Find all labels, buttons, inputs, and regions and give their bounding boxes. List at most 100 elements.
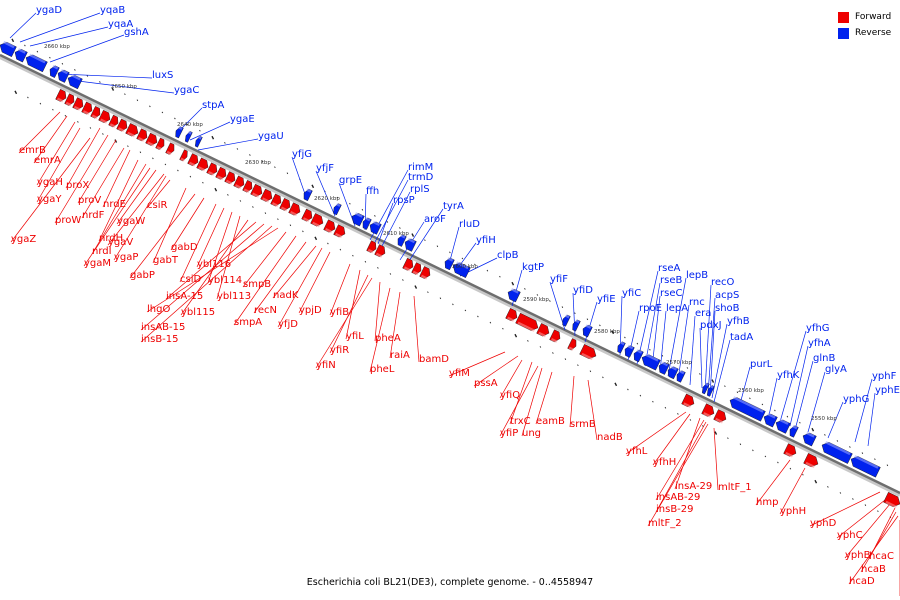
label-lhgO: lhgO (147, 304, 170, 315)
tick-mark-bottom (77, 121, 79, 123)
gene-arrow-highlight (367, 248, 374, 254)
reverse-gene-arrow (67, 74, 83, 90)
tick-mark-bottom (514, 333, 518, 338)
label-ybl114: ybl114 (208, 275, 242, 286)
leader-line (689, 315, 696, 386)
leader-line (711, 323, 728, 399)
reverse-gene-arrow (25, 53, 48, 73)
leader-line (549, 281, 566, 331)
tick-mark-top (49, 56, 51, 59)
tick-mark-top (886, 464, 889, 467)
tick-mark-top (599, 324, 601, 327)
forward-gene-arrow (72, 97, 84, 111)
tick-mark-top (736, 391, 739, 394)
backbone-shadow (0, 55, 900, 497)
label-yfiB: yfiB (330, 307, 349, 318)
gene-arrow-highlight (178, 126, 183, 130)
label-ybl113: ybl113 (217, 291, 251, 302)
tick-label: 2610 kbp (383, 231, 409, 237)
tick-mark-top (511, 281, 515, 286)
tick-mark-top (861, 452, 864, 454)
leader-line (699, 327, 703, 389)
tick-mark-bottom (264, 212, 267, 214)
tick-mark-top (274, 166, 276, 169)
forward-gene-arrow (250, 183, 263, 198)
reverse-gene-arrow (184, 130, 193, 143)
gene-arrow-highlight (825, 440, 851, 456)
tick-mark-bottom (739, 443, 742, 446)
forward-gene-arrow (701, 403, 715, 418)
label-rseB: rseB (660, 275, 682, 286)
gene-arrow-highlight (661, 361, 669, 367)
gene-arrow-highlight (854, 455, 879, 469)
tick-mark-top (386, 221, 389, 223)
tick-mark-bottom (552, 352, 554, 354)
gene-arrow-highlight (60, 68, 68, 75)
gene-arrow-highlight (225, 179, 233, 185)
tick-mark-top (174, 117, 176, 120)
tick-mark-bottom (614, 382, 618, 387)
tick-mark-bottom (589, 370, 592, 373)
gene-arrow-highlight (507, 316, 515, 322)
forward-gene-arrow (242, 180, 253, 194)
leader-line (651, 295, 661, 369)
tick-mark-bottom (14, 90, 18, 95)
label-ygaU: ygaU (258, 131, 284, 142)
label-ygaM: ygaM (84, 258, 111, 269)
leader-line (165, 221, 257, 300)
tick-mark-bottom (677, 413, 679, 415)
gene-arrow-highlight (73, 105, 81, 111)
label-lepA: lepA (666, 303, 688, 314)
leader-line (345, 269, 361, 340)
gene-arrow-highlight (806, 431, 815, 438)
tick-mark-top (161, 111, 164, 114)
tick-mark-bottom (827, 486, 829, 488)
tick-label: 2640 kbp (177, 122, 203, 128)
gene-arrow-highlight (575, 319, 580, 324)
reverse-gene-arrow (667, 365, 679, 380)
leader-line (233, 235, 297, 326)
tick-mark-top (211, 135, 215, 140)
label-pdxJ: pdxJ (700, 320, 722, 331)
tick-mark-bottom (789, 467, 792, 470)
leader-line (36, 121, 76, 186)
label-csiR: csiR (147, 200, 167, 211)
tick-mark-bottom (102, 133, 104, 135)
label-ygaY: ygaY (37, 194, 62, 205)
gene-arrow-highlight (568, 346, 574, 351)
forward-gene-arrow (366, 240, 377, 254)
label-yphC: yphC (837, 530, 863, 541)
tick-mark-top (711, 379, 715, 383)
forward-gene-arrow (108, 114, 119, 128)
label-smpB: smpB (243, 279, 271, 290)
label-yphF: yphF (872, 371, 897, 382)
label-nrdH: nrdH (99, 233, 123, 244)
tick-mark-top (824, 434, 826, 436)
leader-line (569, 375, 575, 428)
gene-arrow-highlight (365, 217, 371, 222)
label-emrA: emrA (34, 155, 61, 166)
tick-mark-bottom (227, 194, 229, 196)
leader-line (473, 355, 519, 387)
tick-mark-top (811, 427, 815, 432)
leader-line (369, 287, 391, 373)
reverse-gene-arrow (57, 68, 70, 83)
leader-line (647, 423, 709, 527)
tick-mark-top (186, 123, 189, 126)
forward-gene-arrow (116, 118, 128, 133)
gene-arrow-highlight (670, 365, 678, 371)
tick-mark-bottom (477, 315, 479, 318)
leader-line (298, 251, 331, 314)
gene-arrow-highlight (280, 206, 288, 212)
reverse-gene-arrow (362, 217, 372, 230)
reverse-gene-arrow (701, 382, 710, 395)
leader-line (329, 274, 369, 354)
leader-line (180, 219, 249, 316)
reverse-gene-arrow (624, 344, 635, 358)
tick-mark-top (536, 294, 539, 296)
leader-line (704, 284, 712, 393)
forward-gene-arrow (323, 219, 336, 234)
tick-mark-top (786, 415, 789, 418)
